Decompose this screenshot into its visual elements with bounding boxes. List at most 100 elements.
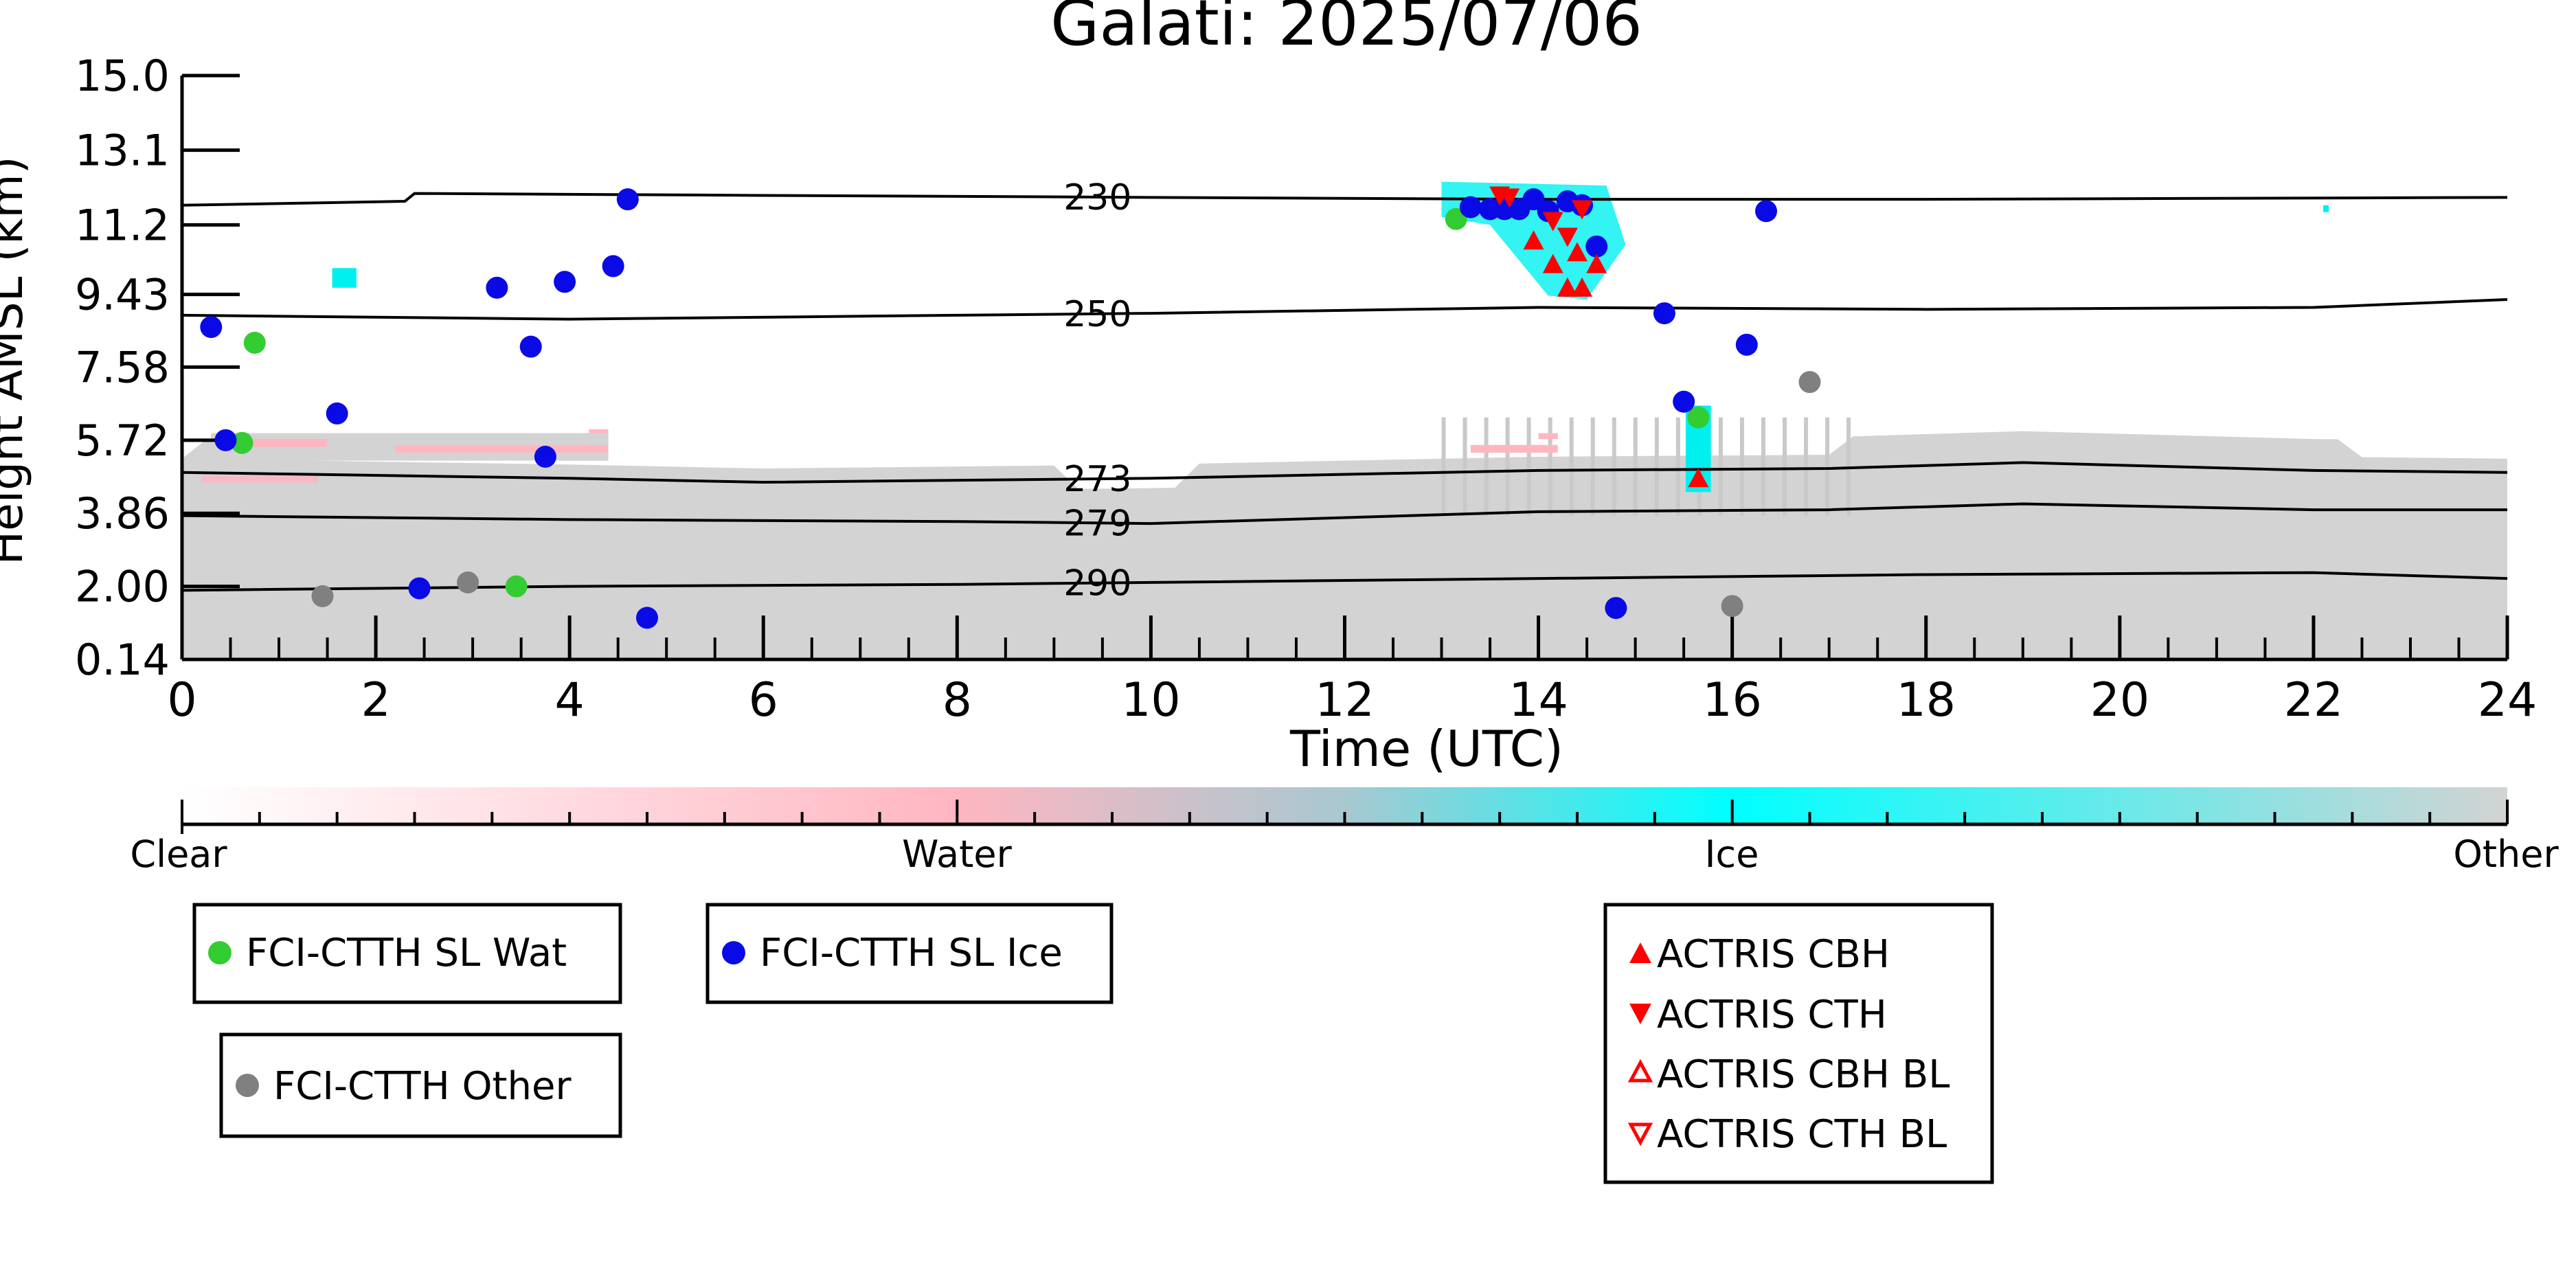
legend-box — [192, 903, 622, 1004]
point-fci-ctth-sl-ice — [200, 316, 223, 339]
y-tick-label: 9.43 — [75, 270, 170, 320]
x-tick-label: 6 — [749, 673, 778, 727]
x-tick-label: 8 — [942, 673, 972, 727]
x-tick-label: 16 — [1702, 673, 1762, 727]
cloud-mask-water-patch — [201, 476, 318, 483]
y-tick-label: 0.14 — [75, 635, 170, 685]
isotherm-290 — [181, 571, 2508, 592]
x-tick-label: 10 — [1121, 673, 1181, 727]
point-fci-ctth-other — [457, 571, 479, 594]
legend-other: FCI-CTTH Other — [219, 1032, 622, 1138]
point-fci-ctth-sl-ice — [534, 445, 556, 468]
colorbar-label-water: Water — [902, 833, 1012, 876]
isotherm-label-279: 279 — [1063, 503, 1131, 544]
legend-marker-water — [208, 941, 231, 964]
point-fci-ctth-sl-ice — [616, 188, 639, 211]
point-actris-cbh — [1557, 277, 1578, 297]
point-fci-ctth-sl-ice — [1653, 302, 1675, 325]
point-fci-ctth-sl-wat — [1687, 406, 1710, 429]
point-fci-ctth-sl-ice — [214, 429, 237, 451]
isotherm-273 — [181, 461, 2508, 484]
cloud-mask-streak — [1569, 417, 1574, 516]
cloud-mask-streak — [1654, 417, 1659, 516]
isotherm-label-250: 250 — [1063, 294, 1131, 335]
y-tick-label: 13.1 — [75, 126, 170, 176]
point-fci-ctth-sl-ice — [636, 607, 658, 629]
legend-label-actris-cbh: ACTRIS CBH — [1657, 932, 1890, 977]
x-tick-label: 14 — [1509, 673, 1568, 727]
cloud-mask-streak — [1441, 417, 1446, 516]
isotherm-label-290: 290 — [1063, 563, 1131, 605]
y-tick-label: 7.58 — [75, 342, 170, 392]
point-fci-ctth-sl-ice — [1522, 188, 1545, 211]
cloud-mask-streak — [1484, 417, 1489, 516]
legend-box — [219, 1032, 622, 1138]
point-fci-ctth-sl-ice — [408, 577, 431, 600]
legend-ice: FCI-CTTH SL Ice — [705, 903, 1114, 1004]
colorbar: Clear Water Ice Other — [130, 787, 2559, 876]
x-tick-label: 4 — [555, 673, 585, 727]
point-actris-cbh — [1572, 277, 1593, 297]
y-tick-label: 2.00 — [75, 562, 170, 612]
legend-label-actris-cth: ACTRIS CTH — [1657, 993, 1887, 1037]
point-fci-ctth-sl-ice — [554, 271, 576, 293]
legend-marker-other — [236, 1074, 259, 1097]
isotherm-279 — [181, 502, 2507, 526]
isotherm-230 — [181, 192, 2508, 207]
legend-water: FCI-CTTH SL Wat — [192, 903, 622, 1004]
cloud-mask-streak — [1718, 417, 1723, 516]
x-tick-label: 0 — [167, 673, 196, 727]
point-actris-cbh — [1567, 242, 1588, 262]
cloud-mask-water-patch — [1470, 444, 1558, 453]
legend-label-actris-cth-bl: ACTRIS CTH BL — [1657, 1112, 1947, 1157]
y-tick-label: 5.72 — [75, 416, 170, 466]
point-fci-ctth-sl-ice — [486, 276, 508, 299]
point-actris-cbh — [1523, 230, 1544, 250]
cloud-mask-streak — [1548, 417, 1552, 516]
cloud-mask-streak — [1761, 417, 1765, 516]
point-fci-ctth-sl-ice — [1605, 597, 1627, 620]
legend-actris: ACTRIS CBH ACTRIS CTH ACTRIS CBH BL ACTR… — [1603, 903, 1994, 1184]
legend-label-ice: FCI-CTTH SL Ice — [760, 931, 1063, 975]
point-actris-cbh — [1542, 253, 1563, 273]
point-fci-ctth-sl-ice — [1755, 200, 1778, 223]
chart-title: Galati: 2025/07/06 — [1050, 0, 1642, 60]
point-fci-ctth-sl-wat — [243, 331, 266, 354]
x-tick-label: 18 — [1896, 673, 1956, 727]
cloud-mask-ice-patch — [332, 268, 357, 288]
legend-label-other: FCI-CTTH Other — [273, 1064, 572, 1109]
y-axis-label: Height AMSL (km) — [0, 157, 33, 565]
point-actris-cbh — [1688, 468, 1709, 488]
isotherm-label-230: 230 — [1063, 177, 1131, 218]
y-tick-label: 15.0 — [75, 51, 170, 101]
cloud-mask-grey-band — [182, 431, 2507, 659]
point-fci-ctth-sl-ice — [602, 255, 624, 278]
point-actris-cbh — [1586, 253, 1607, 273]
legend-marker-actris-cbh-bl — [1627, 1059, 1653, 1083]
point-actris-cth — [1542, 212, 1563, 231]
point-fci-ctth-sl-ice — [1673, 390, 1695, 413]
legend-marker-actris-cth — [1629, 1004, 1651, 1024]
colorbar-label-ice: Ice — [1705, 833, 1759, 876]
legend-label-actris-cbh-bl: ACTRIS CBH BL — [1657, 1052, 1950, 1097]
point-fci-ctth-sl-ice — [1735, 333, 1758, 356]
cloud-mask-water-patch — [221, 439, 328, 447]
legend-marker-ice — [722, 941, 745, 964]
cloud-mask-streak — [1526, 417, 1531, 516]
colorbar-label-other: Other — [2453, 833, 2559, 876]
point-fci-ctth-other — [1721, 595, 1743, 618]
point-fci-ctth-sl-ice — [519, 335, 542, 358]
cloud-mask-streak — [1825, 417, 1830, 516]
cloud-mask-ice-patch — [2323, 205, 2329, 212]
point-fci-ctth-other — [311, 585, 334, 607]
x-axis-label: Time (UTC) — [1289, 720, 1563, 778]
x-tick-label: 20 — [2090, 673, 2150, 727]
point-fci-ctth-sl-wat — [231, 431, 253, 454]
colorbar-label-clear: Clear — [130, 833, 227, 876]
point-actris-cth — [1557, 227, 1578, 247]
point-fci-ctth-sl-ice — [1585, 235, 1608, 258]
cloud-mask-streak — [1739, 417, 1744, 516]
cloud-mask-streak — [1612, 417, 1616, 516]
